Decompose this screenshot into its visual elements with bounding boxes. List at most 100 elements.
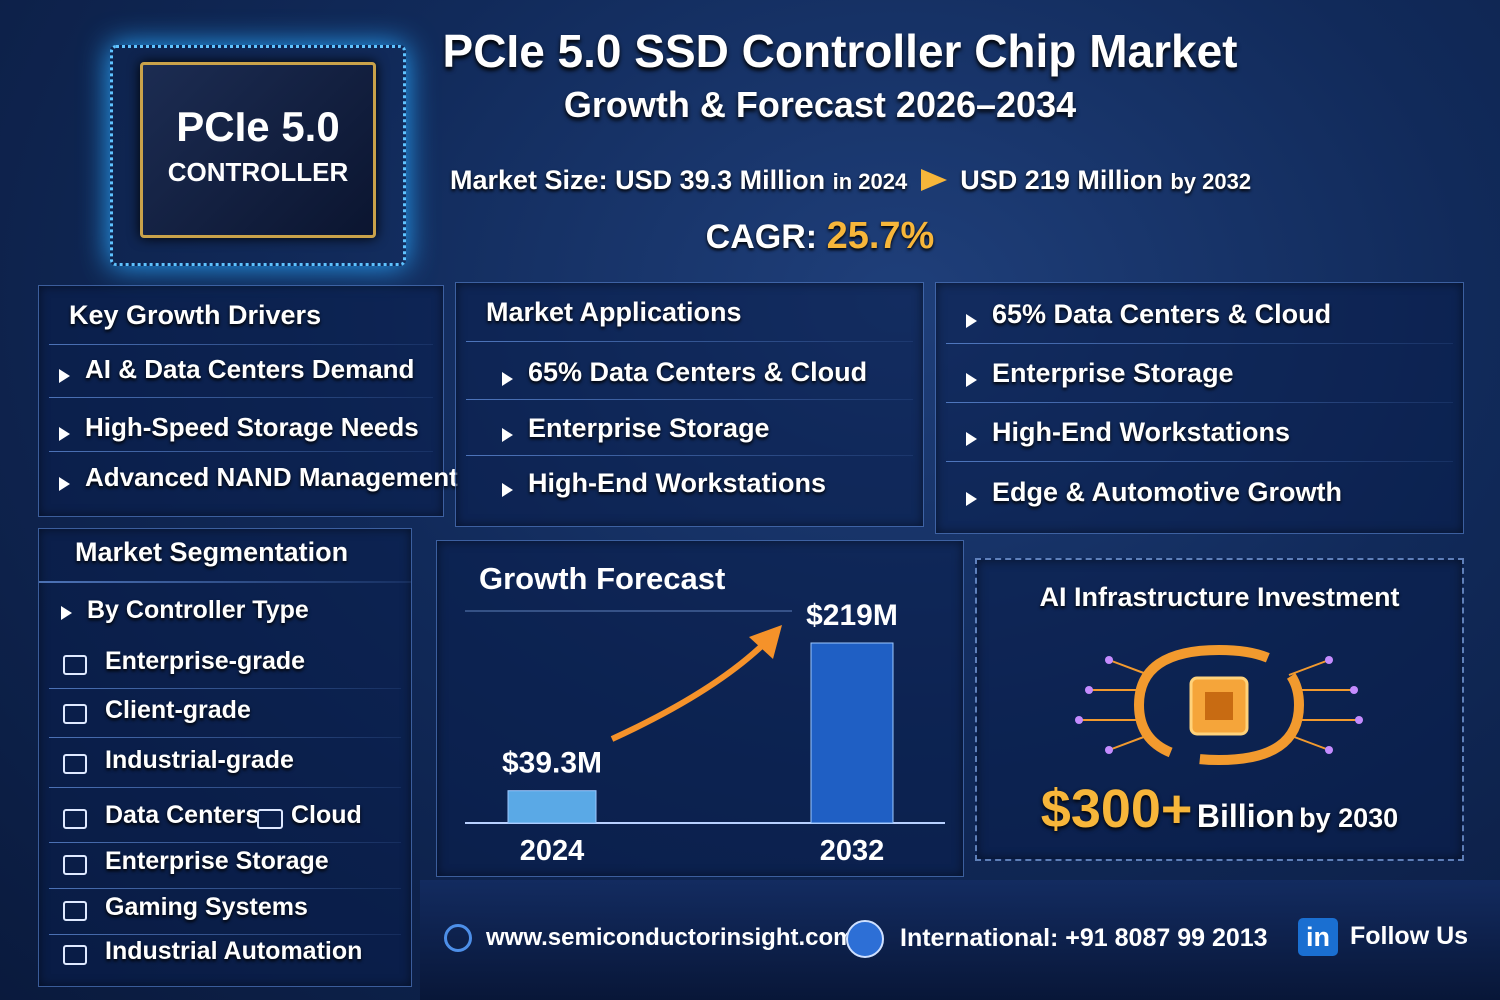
- separator: [946, 342, 1453, 344]
- segment-item: Industrial-grade: [105, 746, 294, 774]
- item-icon: [63, 704, 87, 724]
- separator: [49, 397, 433, 398]
- item-icon: [257, 809, 283, 829]
- ai-title: AI Infrastructure Investment: [1039, 582, 1400, 612]
- segment-item: Client-grade: [105, 696, 251, 724]
- bullet: [502, 483, 513, 497]
- segment-item: Data Centers: [105, 801, 260, 829]
- value-label: $39.3M: [502, 747, 602, 780]
- highlights-panel: 65% Data Centers & Cloud Enterprise Stora…: [935, 282, 1464, 534]
- x-tick-label: 2024: [520, 835, 585, 867]
- end-year: by 2032: [1170, 169, 1252, 194]
- bullet: [502, 428, 513, 442]
- cagr-label: CAGR:: [705, 218, 818, 256]
- ai-figure: $300+ Billion by 2030: [977, 778, 1462, 840]
- ai-chip-graphic: [1075, 644, 1363, 766]
- bar: [810, 642, 894, 824]
- value-label: $219M: [806, 599, 898, 632]
- chip-line: PCIe 5.0: [176, 103, 340, 150]
- bullet: [502, 372, 513, 386]
- separator: [466, 399, 913, 400]
- footer: www.semiconductorinsight.com Internation…: [420, 880, 1500, 1000]
- trend-arrow: [610, 636, 772, 742]
- phone[interactable]: International: +91 8087 99 2013: [900, 924, 1268, 952]
- separator: [49, 688, 401, 689]
- separator: [49, 737, 401, 738]
- title: PCIe 5.0 SSD Controller Chip Market: [442, 25, 1238, 77]
- panel-title: Market Segmentation: [75, 537, 349, 567]
- separator: [49, 451, 433, 452]
- applications-panel: Market Applications 65% Data Centers & Cl…: [455, 282, 924, 527]
- start-value: USD 39.3 Million: [615, 165, 826, 195]
- ai-ring: [1134, 644, 1305, 766]
- chip-line: CONTROLLER: [167, 157, 349, 187]
- separator: [49, 888, 401, 889]
- subtitle: Growth & Forecast 2026–2034: [563, 84, 1077, 125]
- segment-item: Industrial Automation: [105, 937, 363, 965]
- chip: PCIe 5.0 CONTROLLER: [140, 62, 376, 238]
- social[interactable]: Follow Us: [1350, 922, 1469, 950]
- list-item: AI & Data Centers Demand: [85, 354, 415, 384]
- item-icon: [63, 809, 87, 829]
- separator: [49, 934, 401, 935]
- list-item: 65% Data Centers & Cloud: [992, 299, 1332, 329]
- ai-year: by 2030: [1299, 803, 1399, 833]
- ai-nodes: [1075, 656, 1363, 754]
- segment-item: Enterprise-grade: [105, 647, 306, 675]
- bullet: [966, 373, 977, 387]
- list-item: Enterprise Storage: [992, 358, 1234, 388]
- separator: [49, 842, 401, 843]
- separator: [466, 341, 913, 342]
- ai-panel: AI Infrastructure Investment $300+ Billi…: [975, 558, 1464, 861]
- x-tick-label: 2032: [820, 835, 885, 867]
- bullet: [966, 432, 977, 446]
- list-item: High-Speed Storage Needs: [85, 412, 419, 442]
- list-item: High-End Workstations: [992, 417, 1291, 447]
- ai-core: [1205, 692, 1233, 720]
- separator: [946, 461, 1453, 462]
- bar: [507, 790, 597, 824]
- bullet: [61, 606, 72, 620]
- social-icon[interactable]: in: [1298, 918, 1338, 956]
- trend-arrowhead: [749, 625, 782, 659]
- phone-icon: [846, 920, 884, 958]
- panel-title: Market Applications: [486, 297, 742, 327]
- bullet: [59, 369, 70, 383]
- separator: [39, 581, 411, 583]
- cagr: CAGR: 25.7%: [420, 215, 1220, 258]
- website[interactable]: www.semiconductorinsight.com: [486, 924, 855, 951]
- globe-icon: [444, 924, 472, 952]
- market-size: Market Size: USD 39.3 Million in 2024 US…: [450, 165, 1251, 196]
- list-item: Advanced NAND Management: [85, 462, 458, 492]
- bullet: [59, 427, 70, 441]
- separator: [466, 454, 913, 456]
- chart-title: Growth Forecast: [479, 561, 725, 596]
- segment-heading: By Controller Type: [87, 596, 309, 624]
- separator: [49, 787, 401, 788]
- list-item: 65% Data Centers & Cloud: [528, 357, 868, 387]
- bullet: [59, 477, 70, 491]
- chart-panel: Growth Forecast $39.3M 2024 $219M 2032: [436, 540, 964, 877]
- bullet: [966, 492, 977, 506]
- list-item: High-End Workstations: [528, 468, 827, 498]
- item-icon: [63, 901, 87, 921]
- separator: [49, 344, 433, 345]
- ai-traces: [1079, 659, 1359, 751]
- arrow: [920, 169, 947, 191]
- ai-unit: Billion: [1196, 798, 1295, 834]
- item-icon: [63, 655, 87, 675]
- chart: Growth Forecast $39.3M 2024 $219M 2032: [465, 561, 945, 867]
- item-icon: [63, 945, 87, 965]
- panel-title: Key Growth Drivers: [69, 300, 322, 330]
- segment-item: Cloud: [291, 801, 362, 829]
- drivers-panel: Key Growth Drivers AI & Data Centers Dema…: [38, 285, 458, 517]
- end-value: USD 219 Million: [960, 165, 1163, 195]
- separator: [946, 401, 1453, 403]
- bullet: [966, 314, 977, 328]
- list-item: Edge & Automotive Growth: [992, 477, 1342, 507]
- segment-item: Gaming Systems: [105, 893, 308, 921]
- cagr-value: 25.7%: [826, 215, 935, 257]
- list-item: Enterprise Storage: [528, 413, 770, 443]
- item-icon: [63, 855, 87, 875]
